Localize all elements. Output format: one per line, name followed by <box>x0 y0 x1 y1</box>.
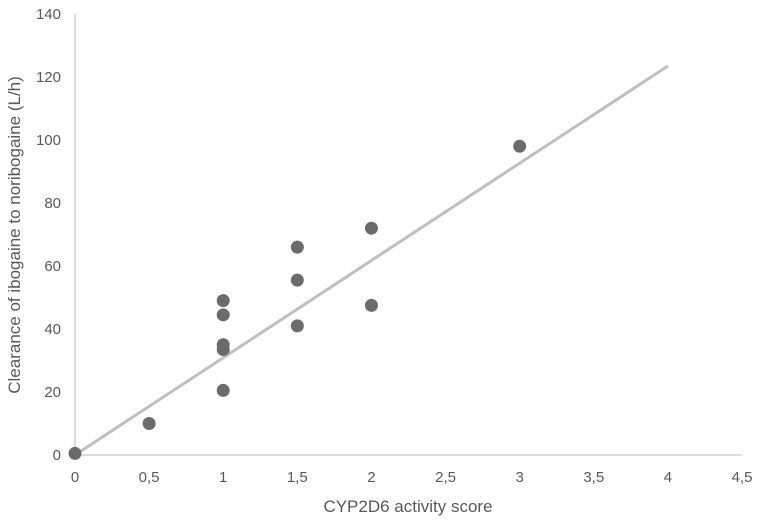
x-axis-label: CYP2D6 activity score <box>323 497 492 516</box>
y-tick-label: 120 <box>36 69 61 86</box>
data-point <box>513 139 527 153</box>
trendline-group <box>74 64 669 457</box>
x-tick-label: 1,5 <box>287 469 308 486</box>
tick-labels: 0 0,5 1 1,5 2 2,5 3 3,5 4 4,5 0 20 40 60 80 100 120 140 <box>36 6 752 486</box>
y-tick-label: 100 <box>36 132 61 149</box>
x-tick-label: 1 <box>219 469 227 486</box>
y-tick-label: 20 <box>44 384 61 401</box>
y-axis-label: Clearance of ibogaine to noribogaine (L/… <box>5 76 24 394</box>
data-point <box>216 294 230 308</box>
data-point <box>364 298 378 312</box>
y-tick-label: 140 <box>36 6 61 23</box>
x-tick-label: 3,5 <box>583 469 604 486</box>
x-tick-label: 3 <box>515 469 523 486</box>
data-point <box>290 273 304 287</box>
data-point <box>290 240 304 254</box>
axes <box>74 14 742 456</box>
data-point <box>68 446 82 460</box>
y-tick-label: 60 <box>44 258 61 275</box>
y-tick-label: 0 <box>53 447 61 464</box>
data-point <box>364 221 378 235</box>
x-tick-label: 2 <box>367 469 375 486</box>
data-point <box>290 319 304 333</box>
data-point <box>142 417 156 430</box>
x-tick-label: 0 <box>71 469 79 486</box>
x-tick-label: 2,5 <box>435 469 456 486</box>
trendline <box>74 64 669 457</box>
x-tick-label: 0,5 <box>139 469 160 486</box>
data-point <box>216 342 230 356</box>
x-tick-label: 4,5 <box>732 469 753 486</box>
y-tick-label: 40 <box>44 321 61 338</box>
y-tick-label: 80 <box>44 195 61 212</box>
data-point <box>216 383 230 397</box>
x-tick-label: 4 <box>664 469 672 486</box>
data-points <box>68 139 527 460</box>
data-point <box>216 308 230 322</box>
